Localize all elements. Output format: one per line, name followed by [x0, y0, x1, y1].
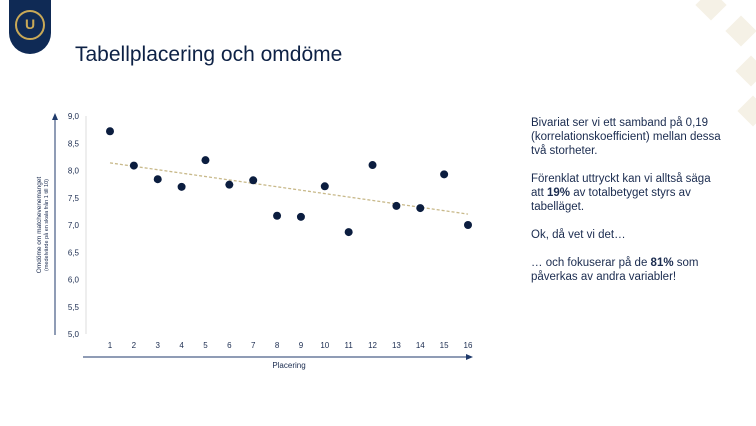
- y-tick-label: 6,5: [68, 248, 80, 257]
- data-point: [129, 161, 138, 170]
- data-point: [177, 182, 186, 191]
- x-tick-label: 5: [203, 341, 208, 350]
- data-point: [440, 170, 449, 179]
- paragraph-text: Bivariat ser vi ett samband på 0,19 (kor…: [531, 117, 721, 157]
- commentary-text: Bivariat ser vi ett samband på 0,19 (kor…: [531, 116, 726, 298]
- data-point: [320, 182, 329, 191]
- paragraph-text: av totalbetyget styrs av tabelläget.: [531, 187, 691, 213]
- y-axis-title: Omdöme om matchevenemanget: [36, 177, 43, 274]
- data-point: [273, 211, 282, 220]
- data-point: [225, 180, 234, 189]
- x-axis-title: Placering: [272, 361, 305, 370]
- data-point: [201, 156, 210, 165]
- paragraph-text: Förenklat uttryckt kan vi alltså säga at…: [531, 173, 711, 199]
- x-tick-label: 15: [440, 341, 449, 350]
- x-tick-label: 16: [464, 341, 473, 350]
- commentary-paragraph: Förenklat uttryckt kan vi alltså säga at…: [531, 172, 726, 214]
- y-tick-label: 5,5: [68, 303, 80, 312]
- y-tick-label: 8,5: [68, 139, 80, 148]
- y-tick-label: 9,0: [68, 112, 80, 121]
- x-tick-label: 11: [345, 341, 354, 350]
- data-point: [368, 161, 377, 170]
- university-logo: U: [9, 0, 51, 54]
- x-tick-label: 9: [299, 341, 304, 350]
- y-tick-label: 8,0: [68, 167, 80, 176]
- data-point: [344, 228, 353, 237]
- y-tick-label: 7,5: [68, 194, 80, 203]
- x-tick-label: 7: [251, 341, 256, 350]
- y-axis-subtitle: (medelvärde på en skala från 1 till 10): [43, 179, 50, 271]
- x-tick-label: 8: [275, 341, 280, 350]
- data-point: [392, 201, 401, 210]
- data-point: [296, 212, 305, 221]
- x-arrow-head-icon: [466, 354, 473, 360]
- x-tick-label: 1: [108, 341, 113, 350]
- commentary-paragraph: Ok, då vet vi det…: [531, 228, 726, 242]
- highlight-percent: 81%: [650, 257, 674, 269]
- highlight-percent: 19%: [546, 187, 571, 199]
- paragraph-text: som påverkas av andra variabler!: [531, 257, 699, 283]
- data-point: [249, 176, 258, 185]
- x-tick-label: 14: [416, 341, 425, 350]
- y-tick-label: 6,0: [68, 276, 80, 285]
- y-tick-label: 5,0: [68, 330, 80, 339]
- x-tick-label: 12: [368, 341, 377, 350]
- commentary-paragraph: … och fokuserar på de 81% som påverkas a…: [531, 256, 726, 284]
- trend-line: [109, 162, 469, 215]
- slide-title: Tabellplacering och omdöme: [75, 43, 343, 66]
- y-tick-label: 7,0: [68, 221, 80, 230]
- x-tick-label: 2: [132, 341, 137, 350]
- x-tick-label: 6: [227, 341, 232, 350]
- data-point: [416, 204, 425, 213]
- x-tick-label: 3: [156, 341, 161, 350]
- paragraph-text: Ok, då vet vi det…: [531, 229, 626, 241]
- x-tick-label: 13: [392, 341, 401, 350]
- commentary-paragraph: Bivariat ser vi ett samband på 0,19 (kor…: [531, 116, 726, 158]
- paragraph-text: … och fokuserar på de: [531, 257, 651, 269]
- y-arrow-head-icon: [52, 113, 58, 120]
- x-tick-label: 10: [320, 341, 329, 350]
- data-point: [464, 221, 472, 229]
- data-point: [106, 127, 114, 136]
- x-tick-label: 4: [179, 341, 184, 350]
- data-point: [153, 175, 162, 184]
